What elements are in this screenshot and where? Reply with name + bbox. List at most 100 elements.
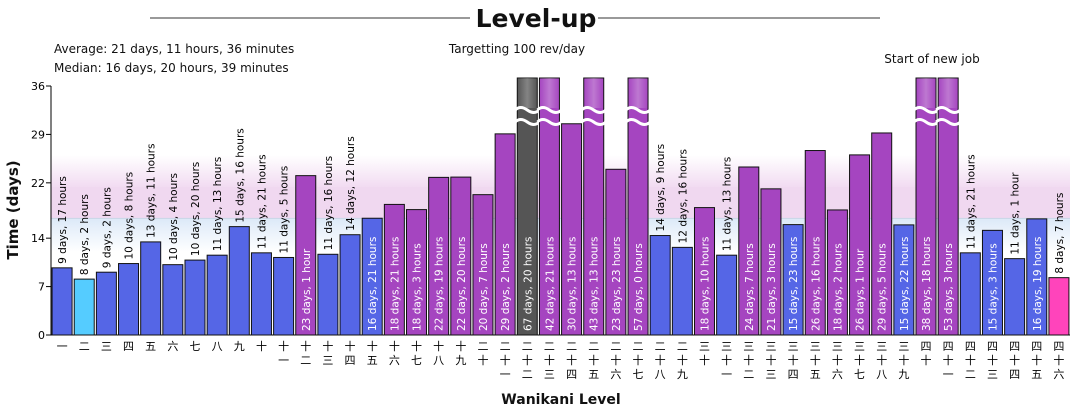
bar — [893, 224, 915, 336]
x-level-char: 八 — [655, 368, 666, 381]
bar-group: 12 days, 16 hours — [671, 149, 693, 336]
bar-value-label: 11 days, 5 hours — [279, 166, 291, 254]
bar — [295, 175, 317, 336]
bar-cap — [539, 78, 560, 108]
bar-value-label: 11 days, 13 hours — [212, 157, 224, 251]
x-level-char: 三 — [721, 340, 732, 353]
new-job-annotation: Start of new job — [884, 52, 979, 66]
x-level-char: 二 — [300, 354, 311, 367]
y-tick-label: 0 — [38, 329, 45, 342]
x-level-char: 一 — [943, 368, 954, 381]
bar — [738, 166, 760, 336]
bar-group: 18 days, 21 hours — [383, 203, 405, 336]
x-level-char: 六 — [167, 340, 178, 353]
x-level-char: 十 — [588, 353, 599, 367]
x-level-label: 二十六 — [610, 340, 621, 381]
bar-group: 26 days, 16 hours — [804, 150, 826, 336]
bar — [162, 264, 184, 336]
bar-group: 23 days, 23 hours — [605, 168, 627, 336]
x-level-char: 十 — [389, 339, 400, 353]
bar-cap — [583, 78, 604, 108]
x-level-label: 三十四 — [788, 340, 799, 381]
bar — [140, 241, 162, 336]
bar-group: 18 days, 10 hours — [693, 207, 715, 336]
bar-value-label: 38 days, 18 hours — [921, 237, 933, 331]
bar — [649, 235, 671, 336]
x-level-char: 十 — [876, 353, 887, 367]
x-level-char: 四 — [965, 340, 976, 353]
axis-break — [624, 106, 652, 114]
bar — [605, 168, 627, 336]
x-level-char: 二 — [965, 368, 976, 381]
x-level-char: 十 — [921, 353, 932, 367]
bar-group: 15 days, 3 hours — [981, 229, 1003, 336]
x-level-char: 五 — [367, 354, 378, 367]
x-level-char: 五 — [145, 340, 156, 353]
bar — [1048, 277, 1070, 336]
median-text: Median: 16 days, 20 hours, 39 minutes — [54, 61, 289, 75]
bar-value-label: 11 days, 21 hours — [965, 154, 977, 248]
x-level-label: 六 — [167, 340, 178, 353]
x-level-char: 十 — [965, 353, 976, 367]
x-level-label: 十一 — [278, 339, 289, 367]
axis-break — [514, 106, 541, 114]
bar-group: 11 days, 1 hour — [1004, 172, 1026, 336]
x-level-label: 十九 — [455, 339, 466, 367]
x-level-label: 四十四 — [1009, 340, 1020, 381]
bar — [450, 176, 472, 336]
x-level-char: 十 — [544, 353, 555, 367]
bar-group: 14 days, 9 hours — [649, 144, 671, 336]
x-level-char: 六 — [832, 368, 843, 381]
x-level-char: 四 — [345, 354, 356, 367]
bar-group: 26 days, 1 hour — [849, 154, 871, 336]
x-level-label: 四十一 — [943, 340, 954, 381]
bar-group: 13 days, 11 hours — [140, 144, 162, 336]
x-level-char: 四 — [1053, 340, 1064, 353]
x-level-char: 十 — [810, 353, 821, 367]
bar-group: 53 days, 3 hours — [935, 77, 962, 336]
x-level-char: 二 — [522, 368, 533, 381]
bar-group: 21 days, 3 hours — [760, 188, 782, 336]
x-level-char: 十 — [278, 339, 289, 353]
x-level-char: 四 — [123, 340, 134, 353]
x-level-label: 三十六 — [832, 340, 843, 381]
x-level-char: 二 — [522, 340, 533, 353]
x-level-char: 三 — [765, 368, 776, 381]
x-level-label: 四十 — [921, 340, 932, 367]
bar-group: 14 days, 12 hours — [339, 136, 361, 336]
x-level-char: 九 — [455, 354, 466, 367]
x-level-label: 八 — [212, 340, 223, 353]
x-level-char: 十 — [699, 353, 710, 367]
x-level-label: 四十三 — [987, 340, 998, 381]
x-level-char: 十 — [721, 353, 732, 367]
x-level-label: 三十三 — [765, 340, 776, 381]
x-level-char: 一 — [57, 340, 68, 353]
x-level-char: 三 — [322, 354, 333, 367]
x-level-char: 五 — [588, 368, 599, 381]
bar-value-label: 24 days, 7 hours — [744, 243, 756, 331]
bar-value-label: 9 days, 2 hours — [101, 187, 113, 268]
target-annotation: Targetting 100 rev/day — [448, 42, 585, 56]
average-text: Average: 21 days, 11 hours, 36 minutes — [54, 42, 294, 56]
bar-value-label: 57 days, 0 hours — [633, 243, 645, 331]
bar-cap — [517, 78, 538, 108]
x-level-char: 二 — [544, 340, 555, 353]
x-level-char: 十 — [610, 353, 621, 367]
x-level-char: 三 — [544, 368, 555, 381]
x-level-char: 十 — [765, 353, 776, 367]
bar-value-label: 30 days, 13 hours — [567, 237, 579, 331]
bar-group: 57 days, 0 hours — [624, 77, 652, 336]
bar — [671, 246, 693, 336]
bar-value-label: 18 days, 21 hours — [389, 237, 401, 331]
x-level-char: 七 — [411, 354, 422, 367]
bar — [494, 133, 516, 336]
x-level-char: 七 — [189, 340, 200, 353]
bar-value-label: 11 days, 13 hours — [722, 157, 734, 251]
x-level-label: 九 — [234, 340, 245, 353]
bar-value-label: 11 days, 16 hours — [323, 156, 335, 250]
chart-title: Level-up — [476, 4, 597, 33]
x-level-char: 十 — [898, 353, 909, 367]
x-level-char: 十 — [1053, 353, 1064, 367]
bar-group: 22 days, 20 hours — [450, 176, 472, 336]
